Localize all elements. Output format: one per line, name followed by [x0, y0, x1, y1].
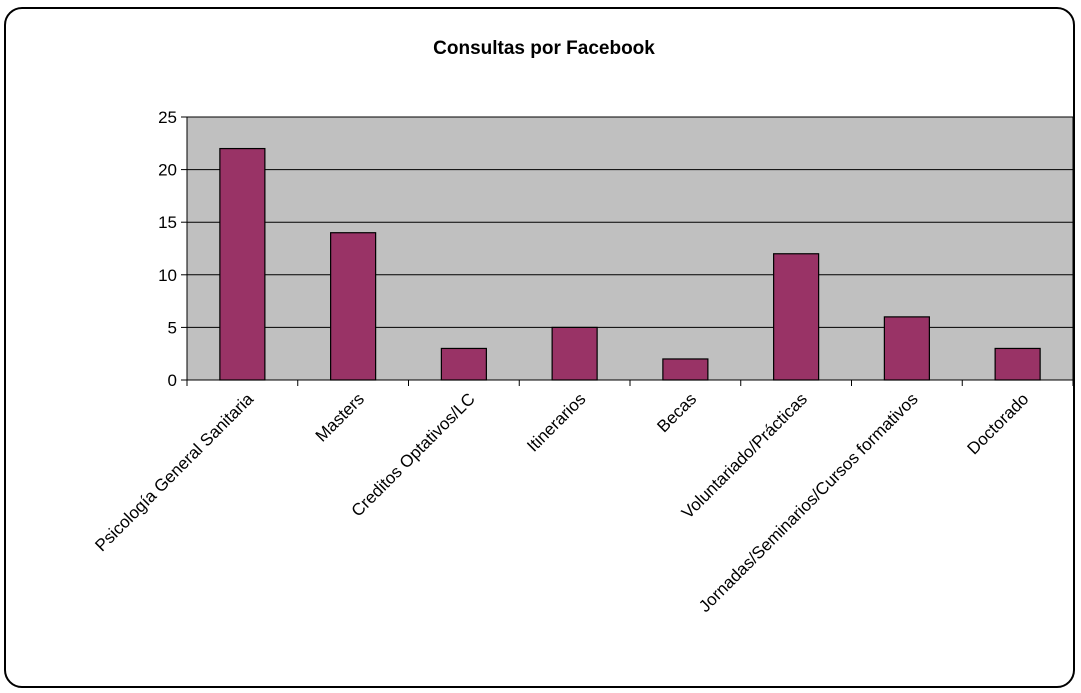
x-category-label: Voluntariado/Prácticas	[678, 389, 811, 522]
bar	[662, 358, 709, 381]
y-tick-label: 25	[158, 108, 177, 127]
y-tick-label: 10	[158, 266, 177, 285]
y-tick-label: 0	[168, 371, 177, 390]
bar	[994, 347, 1041, 381]
x-category-label: Psicología General Sanitaria	[91, 389, 257, 555]
bar	[551, 326, 598, 381]
y-tick-label: 20	[158, 161, 177, 180]
x-category-label: Becas	[653, 389, 700, 436]
plot-area: 0 5 10 15 20 25 Psicología General Sanitaria Ma…	[91, 108, 1074, 616]
y-tick-label: 5	[168, 318, 177, 337]
chart-title: Consultas por Facebook	[433, 38, 655, 59]
x-category-label: Jornadas/Seminarios/Cursos formativos	[695, 389, 922, 616]
x-category-label: Itinerarios	[523, 389, 589, 455]
x-category-label: Masters	[312, 389, 368, 445]
x-category-label: Creditos Optativos/LC	[348, 389, 479, 520]
bar	[330, 232, 377, 381]
bar	[773, 253, 820, 381]
bar	[219, 147, 266, 381]
plot-background	[186, 116, 1074, 381]
bar	[440, 347, 487, 381]
bar	[883, 316, 930, 381]
x-category-label: Doctorado	[964, 389, 1033, 458]
y-tick-label: 15	[158, 213, 177, 232]
